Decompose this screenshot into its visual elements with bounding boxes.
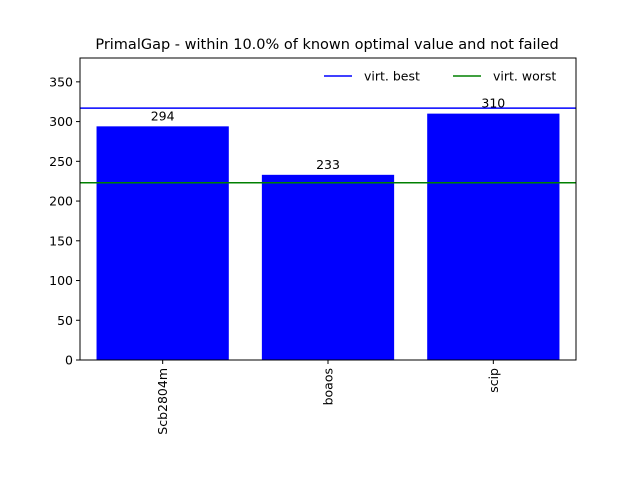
legend-label: virt. worst <box>493 69 556 84</box>
data-labels-group: 294 233 310 <box>151 96 506 172</box>
data-label: 310 <box>481 96 505 111</box>
reference-lines-group <box>80 107 576 184</box>
x-axis: Scb2804m boaos scip <box>155 360 501 435</box>
y-tick-label: 0 <box>65 353 73 368</box>
y-tick-label: 100 <box>49 273 73 288</box>
y-tick-label: 350 <box>49 74 73 89</box>
y-tick-label: 50 <box>57 313 73 328</box>
legend-label: virt. best <box>364 69 420 84</box>
y-tick-label: 200 <box>49 194 73 209</box>
y-tick-label: 250 <box>49 154 73 169</box>
bar-scip <box>427 113 560 360</box>
plot-frame <box>79 57 577 361</box>
x-tick-label: boaos <box>321 368 336 405</box>
legend: virt. best virt. worst <box>324 69 556 84</box>
chart-title: PrimalGap - within 10.0% of known optima… <box>95 37 558 53</box>
bar-boaos <box>261 174 395 360</box>
x-tick-label: scip <box>486 368 501 393</box>
bars-group <box>96 113 560 360</box>
x-tick-label: Scb2804m <box>155 368 170 435</box>
bar-scb2804m <box>96 126 229 360</box>
data-label: 294 <box>151 108 175 123</box>
y-tick-label: 150 <box>49 233 73 248</box>
y-axis: 0 50 100 150 200 250 300 350 <box>49 74 80 368</box>
data-label: 233 <box>316 157 340 172</box>
y-tick-label: 300 <box>49 114 73 129</box>
